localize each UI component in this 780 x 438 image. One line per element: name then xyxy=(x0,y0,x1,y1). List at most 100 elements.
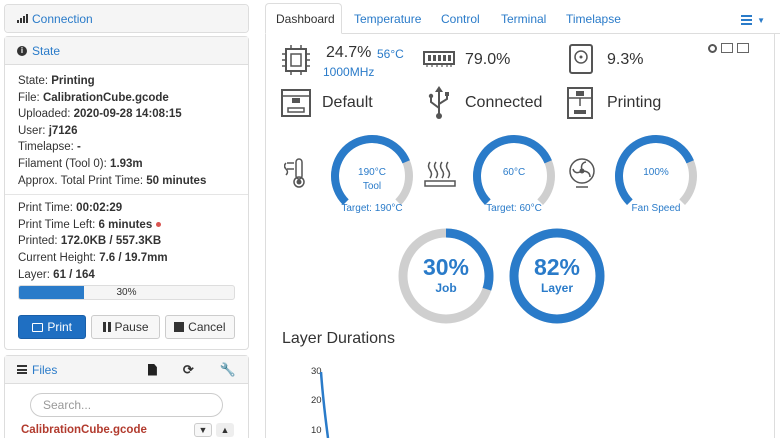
state-line: Printed: 172.0KB / 557.3KB xyxy=(18,233,235,250)
webcam-icon[interactable] xyxy=(708,43,717,53)
cpu-percent: 24.7% xyxy=(326,44,372,61)
memory-percent: 79.0% xyxy=(465,51,511,68)
connection-title: Connection xyxy=(32,11,93,26)
wrench-icon[interactable]: 🔧 xyxy=(219,361,236,377)
cpu-icon xyxy=(282,45,310,75)
print-button-label: Print xyxy=(47,319,73,334)
fullscreen-icon[interactable] xyxy=(721,43,733,53)
state-line-value: 50 minutes xyxy=(146,174,207,187)
pause-button-label: Pause xyxy=(114,319,149,334)
tab-dashboard[interactable]: Dashboard xyxy=(265,3,342,34)
tool-gauge-center: 190°C Tool xyxy=(342,166,402,194)
state-line-value: - xyxy=(77,141,81,154)
scroll-up-icon[interactable]: ▲ xyxy=(216,423,234,437)
expand-icon[interactable] xyxy=(737,43,749,53)
signal-icon xyxy=(17,14,28,23)
state-line-value: 61 / 164 xyxy=(53,268,95,281)
tab-timelapse[interactable]: Timelapse xyxy=(566,11,621,26)
layer-percent: 82% xyxy=(533,254,581,280)
tool-target: Target: 190°C xyxy=(341,203,403,214)
state-line-value: 00:02:29 xyxy=(76,202,123,215)
cancel-button[interactable]: Cancel xyxy=(164,315,235,340)
info-icon: i xyxy=(17,45,27,56)
refresh-icon[interactable]: ⟳ xyxy=(182,361,194,377)
layer-duration-line xyxy=(319,371,330,438)
file-search-input[interactable]: Search... xyxy=(30,393,223,417)
state-line: Print Time Left: 6 minutes xyxy=(18,217,235,234)
tool-temp-value: 190°C xyxy=(358,167,386,178)
disk-icon xyxy=(569,44,593,74)
layer-label: Layer xyxy=(540,281,574,295)
bed-gauge-center: 60°C xyxy=(484,166,544,180)
y-tick-30: 30 xyxy=(311,366,322,377)
fan-icon xyxy=(569,158,595,188)
y-tick-20: 20 xyxy=(311,395,322,406)
state-line-label: Printed: xyxy=(18,235,58,248)
menu-icon[interactable]: ▼ xyxy=(740,12,765,26)
state-line-value: Printing xyxy=(51,75,95,87)
memory-icon xyxy=(423,51,455,67)
state-line-label: Print Time Left: xyxy=(18,218,96,231)
print-status-icon xyxy=(567,87,593,119)
cancel-button-label: Cancel xyxy=(188,319,226,334)
print-progress-label: 30% xyxy=(116,287,137,299)
tab-control[interactable]: Control xyxy=(441,11,480,26)
tool-temp-name: Tool xyxy=(362,181,382,192)
state-line-value: j7126 xyxy=(48,124,78,137)
state-line-label: Print Time: xyxy=(18,202,73,215)
state-line-value: 1.93m xyxy=(110,157,143,170)
state-line-label: User: xyxy=(18,124,46,137)
state-line: Timelapse: - xyxy=(18,139,235,156)
printer-profile-icon xyxy=(281,89,311,117)
job-label: Job xyxy=(435,281,457,295)
usb-icon xyxy=(428,86,449,119)
heated-bed-icon xyxy=(424,161,456,187)
state-line: Filament (Tool 0): 1.93m xyxy=(18,156,235,173)
state-line: Layer: 61 / 164 xyxy=(18,267,235,284)
print-button[interactable]: Print xyxy=(18,315,87,340)
state-panel: i State State: Printing File: Calibration… xyxy=(4,36,249,350)
bed-temp-value: 60°C xyxy=(502,167,526,178)
file-list-item[interactable]: CalibrationCube.gcode ▼ ▲ xyxy=(5,417,248,437)
cpu-temp: 56°C xyxy=(377,47,404,61)
fan-gauge-fill xyxy=(615,135,694,205)
print-status: Printing xyxy=(607,94,662,111)
pause-button[interactable]: Pause xyxy=(91,315,160,340)
print-progress-bar: 30% xyxy=(18,285,235,301)
state-line-value: CalibrationCube.gcode xyxy=(42,91,169,104)
state-line-value: 2020-09-28 14:08:15 xyxy=(73,108,182,121)
tab-temperature[interactable]: Temperature xyxy=(354,11,422,26)
state-line-label: Approx. Total Print Time: xyxy=(18,174,144,187)
state-line: File: CalibrationCube.gcode xyxy=(18,90,235,107)
job-gauge-center: 30% Job xyxy=(406,253,486,295)
state-line-value: 6 minutes xyxy=(98,218,153,231)
state-line-value: 172.0KB / 557.3KB xyxy=(60,235,162,248)
state-line: Approx. Total Print Time: 50 minutes xyxy=(18,173,235,190)
connection-header[interactable]: Connection xyxy=(5,5,248,32)
search-placeholder: Search... xyxy=(43,398,92,412)
tool-gauge-fill xyxy=(331,135,410,205)
file-name[interactable]: CalibrationCube.gcode xyxy=(21,424,147,436)
chevron-down-icon[interactable]: ▼ xyxy=(194,423,212,437)
bed-target: Target: 60°C xyxy=(486,203,542,214)
files-title-link[interactable]: Files xyxy=(17,363,57,377)
state-line: Current Height: 7.6 / 19.7mm xyxy=(18,250,235,267)
stop-icon xyxy=(174,322,185,333)
y-tick-10: 10 xyxy=(311,425,322,436)
tab-terminal[interactable]: Terminal xyxy=(501,11,547,26)
state-line-value: 7.6 / 19.7mm xyxy=(99,251,168,264)
hotend-thermometer-icon xyxy=(284,158,305,188)
state-line-label: Layer: xyxy=(18,268,50,281)
state-header[interactable]: i State xyxy=(5,37,248,65)
bed-gauge-fill xyxy=(473,135,552,205)
state-line-label: Current Height: xyxy=(18,251,96,264)
state-line: Print Time: 00:02:29 xyxy=(18,200,235,217)
files-panel: Files ⟳ 🔧 Search... CalibrationCube.gcod… xyxy=(4,355,249,438)
files-title: Files xyxy=(32,362,58,377)
printer-icon xyxy=(32,322,44,332)
dashboard-panel xyxy=(265,34,775,438)
connection-panel: Connection xyxy=(4,4,249,33)
file-icon[interactable] xyxy=(147,363,157,376)
print-progress-fill xyxy=(19,286,84,300)
